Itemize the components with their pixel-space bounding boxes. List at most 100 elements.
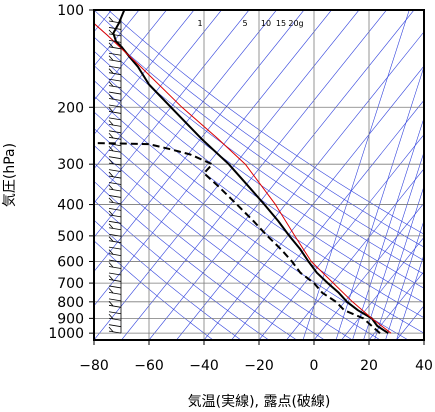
wind-barb (108, 195, 122, 198)
wind-barb-feather (108, 42, 114, 48)
wind-barb-feather (108, 16, 114, 22)
y-tick-label: 300 (57, 157, 84, 173)
wind-barb (108, 72, 122, 76)
wind-barb (108, 188, 122, 192)
wind-barb (108, 279, 122, 282)
isotherm-guide-line (94, 10, 277, 238)
isotherm-guide-line (176, 31, 424, 340)
wind-barb-feather (108, 133, 114, 139)
wind-barb (108, 304, 122, 308)
wind-barb (108, 111, 122, 114)
wind-barb-feather (108, 262, 114, 268)
isotherm-guide-line (94, 10, 167, 101)
wind-barb-feather (108, 210, 114, 216)
x-tick-label: −40 (189, 358, 219, 374)
wind-barb (108, 272, 122, 276)
wind-barb-feather (108, 223, 114, 229)
adiabat-guide-line (94, 180, 297, 340)
wind-barb (108, 20, 122, 24)
wind-barb (108, 123, 122, 127)
wind-barb (108, 259, 122, 263)
wind-barb (108, 324, 122, 328)
x-tick-label: 20 (360, 358, 378, 374)
wind-barb (108, 156, 122, 160)
wind-barb (108, 233, 122, 237)
wind-barb (108, 214, 122, 218)
mixing-ratio-label: 1 (197, 19, 202, 28)
adiabat-guide-line (94, 10, 424, 248)
isotherm-guide-line (341, 236, 424, 340)
wind-barb-feather (108, 275, 114, 281)
x-axis-ticks: −80 −60 −40 −20 0 20 40 (79, 340, 433, 374)
wind-barb (108, 46, 122, 50)
adiabat-guide-line (94, 219, 242, 340)
adiabat-guide-line (94, 22, 424, 261)
y-tick-label: 400 (57, 198, 84, 214)
mixing-ratio-guide-line (374, 185, 424, 340)
wind-barbs (108, 16, 122, 334)
wind-barb (108, 33, 122, 37)
wind-barb (108, 220, 122, 224)
wind-barb-feather (108, 81, 114, 87)
wind-barb (108, 149, 122, 153)
wind-barb (108, 91, 122, 95)
wind-barb-feather (108, 29, 114, 35)
isotherm-guide-line (94, 10, 332, 307)
adiabat-guide-line (94, 162, 325, 340)
isotherm-guide-line (94, 10, 195, 136)
wind-barb-feather (108, 145, 114, 151)
profile-lines (94, 10, 392, 335)
wind-barb (108, 317, 122, 321)
y-tick-label: 700 (57, 276, 84, 292)
wind-barb-feather (108, 197, 114, 203)
wind-barb (108, 104, 122, 108)
wind-barb (108, 298, 122, 302)
adiabat-guide-line (94, 80, 424, 319)
adiabat-guide-line (94, 36, 424, 275)
adiabat-guide-line (94, 65, 424, 304)
x-axis-title: 気温(実線), 露点(破線) (188, 394, 331, 410)
mixing-ratio-label: 20g (288, 19, 303, 28)
wind-barb (108, 27, 122, 30)
isotherm-guide-line (423, 339, 424, 340)
wind-barb-feather (108, 55, 114, 61)
mixing-ratio-guide-line (396, 253, 424, 340)
adiabat-guide-line (94, 128, 381, 340)
isotherm-guide-line (313, 202, 424, 340)
wind-barb (108, 162, 122, 166)
wind-barb (108, 130, 122, 134)
mixing-ratio-guide-line (385, 219, 424, 340)
wind-barb-feather (108, 236, 114, 242)
adiabat-guide-line (94, 145, 353, 340)
isotherm-guide-line (258, 134, 424, 340)
y-tick-label: 600 (57, 254, 84, 270)
temperature-line (112, 10, 389, 335)
wind-barb-feather (108, 68, 114, 74)
mixing-ratio-label: 10 (261, 19, 271, 28)
wind-barb (108, 240, 122, 244)
isotherm-guide-line (94, 10, 250, 204)
wind-barb (108, 65, 122, 69)
x-tick-label: −60 (134, 358, 164, 374)
wind-barb (108, 227, 122, 231)
wind-barb-feather (108, 326, 114, 332)
isotherm-guide-line (148, 10, 415, 340)
wind-barb-feather (108, 249, 114, 255)
wind-barb (108, 175, 122, 179)
adiabat-guide-line (94, 240, 214, 340)
mixing-ratio-guide-line (335, 65, 424, 340)
y-axis-title: 気圧(hPa) (2, 143, 18, 207)
adiabat-guide-line (94, 95, 424, 334)
isotherm-guide-line (368, 271, 424, 340)
wind-barb (108, 143, 122, 147)
isotherm-guide-line (94, 10, 305, 272)
wind-barb (108, 136, 122, 140)
wind-barb (108, 291, 122, 295)
wind-barb-feather (108, 120, 114, 126)
x-tick-label: 40 (415, 358, 433, 374)
x-tick-label: 0 (310, 358, 319, 374)
wind-barb (108, 52, 122, 56)
wind-barb (108, 285, 122, 289)
